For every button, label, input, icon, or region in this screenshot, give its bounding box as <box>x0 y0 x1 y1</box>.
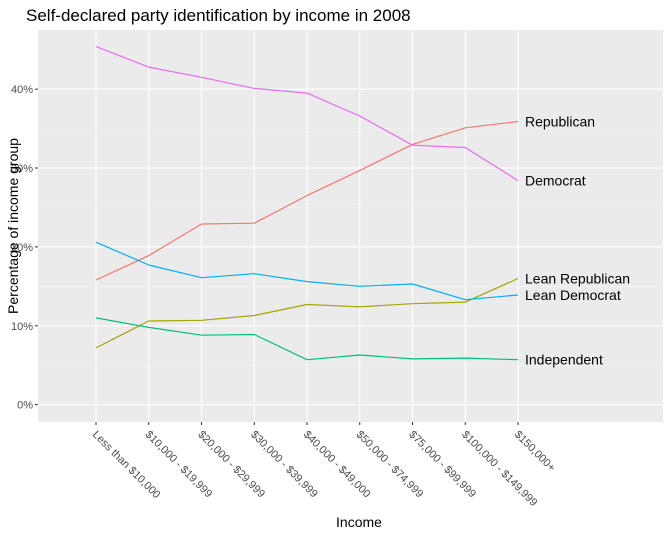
series-label-lean-republican: Lean Republican <box>525 270 630 286</box>
series-label-republican: Republican <box>525 113 595 129</box>
minor-gridlines <box>38 128 663 366</box>
series-label-democrat: Democrat <box>525 173 586 189</box>
series-line-lean-republican <box>95 277 519 349</box>
x-axis-title: Income <box>336 514 382 530</box>
series-line-lean-democrat <box>95 241 519 301</box>
plot-panel <box>38 30 663 422</box>
series-label-independent: Independent <box>525 352 603 368</box>
series-line-democrat <box>95 46 519 182</box>
y-tick-label: 40% <box>11 84 33 96</box>
y-tick-label: 10% <box>11 321 33 333</box>
series-lines <box>95 46 519 361</box>
y-tick-label: 30% <box>11 163 33 175</box>
chart-title: Self-declared party identification by in… <box>26 6 411 25</box>
series-label-lean-democrat: Lean Democrat <box>525 287 621 303</box>
y-axis-title: Percentage of income group <box>5 138 21 314</box>
y-tick-label: 0% <box>17 400 33 412</box>
series-line-republican <box>95 120 519 281</box>
series-line-independent <box>95 317 519 361</box>
y-axis: 0% 10% 20% 30% 40% <box>11 84 38 412</box>
y-tick-label: 20% <box>11 242 33 254</box>
